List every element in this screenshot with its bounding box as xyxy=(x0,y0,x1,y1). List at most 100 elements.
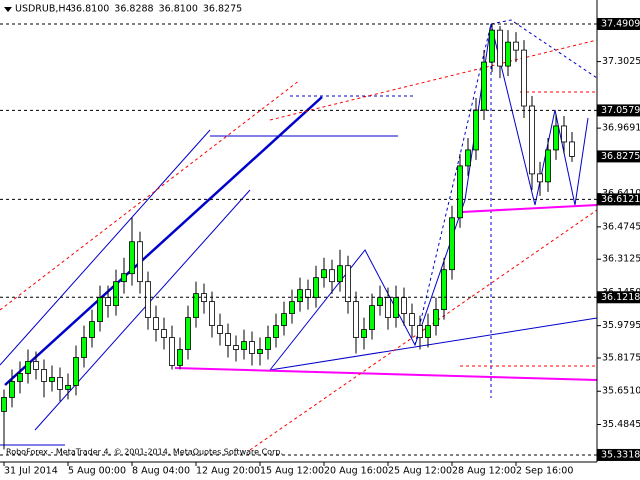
y-tick-label: 35.8175 xyxy=(602,353,640,364)
candle-body xyxy=(473,109,479,151)
y-tick-label: 35.9795 xyxy=(602,320,640,331)
candle-body xyxy=(105,297,111,307)
candle-body xyxy=(497,29,503,67)
candle-body xyxy=(457,165,463,219)
candle-body xyxy=(41,369,47,382)
candle-body xyxy=(337,265,343,283)
candle-body xyxy=(569,141,575,157)
analysis-drawings xyxy=(0,19,598,451)
candle-body xyxy=(401,297,407,314)
menu-icon[interactable] xyxy=(4,7,12,12)
x-tick-label: 15 Aug 12:00 xyxy=(260,466,324,477)
candle-body xyxy=(393,297,399,318)
candle-body xyxy=(537,173,543,183)
candle-body xyxy=(409,313,415,326)
level-label: 36.6121 xyxy=(601,194,640,205)
x-tick-label: 28 Aug 12:00 xyxy=(452,466,516,477)
x-tick-label: 2 Sep 16:00 xyxy=(516,466,573,477)
x-tick-label: 20 Aug 16:00 xyxy=(324,466,388,477)
candle-body xyxy=(297,289,303,303)
candle-body xyxy=(169,337,175,366)
quote-value: 36.8275 xyxy=(203,4,242,15)
candle-body xyxy=(25,361,31,374)
candle-body xyxy=(329,269,335,283)
candle-body xyxy=(193,293,199,318)
candle-body xyxy=(305,289,311,299)
level-label: 35.3318 xyxy=(601,449,640,460)
x-tick-label: 25 Aug 12:00 xyxy=(388,466,452,477)
candle-body xyxy=(161,329,167,338)
x-tick-label: 31 Jul 2014 xyxy=(4,466,58,477)
x-tick-label: 5 Aug 00:00 xyxy=(68,466,126,477)
candle-body xyxy=(345,265,351,303)
candle-body xyxy=(425,325,431,338)
candle-body xyxy=(65,385,71,390)
candle-body xyxy=(177,349,183,366)
candle-body xyxy=(433,309,439,326)
candle-body xyxy=(521,49,527,107)
level-label: 36.1218 xyxy=(601,292,640,303)
last-price-label: 36.8275 xyxy=(601,151,640,162)
candle-body xyxy=(553,125,559,151)
candle-body xyxy=(129,241,135,275)
candle-body xyxy=(233,345,239,350)
y-tick-label: 35.4845 xyxy=(602,419,640,430)
footer: RoboForex - MetaTrader 4, © 2001-2014, M… xyxy=(6,448,283,457)
quote-value: 36.8100 xyxy=(159,4,198,15)
candle-body xyxy=(417,325,423,338)
candle-body xyxy=(273,325,279,338)
last-price-box xyxy=(597,150,640,163)
candle-body xyxy=(49,377,55,382)
candle-body xyxy=(313,277,319,299)
candle-body xyxy=(81,337,87,358)
candle-body xyxy=(529,105,535,175)
level-box xyxy=(597,17,640,30)
candle-body xyxy=(265,337,271,350)
candle-body xyxy=(137,241,143,283)
quote-value: 36.8100 xyxy=(70,4,109,15)
candle-body xyxy=(209,301,215,326)
level-box xyxy=(597,291,640,304)
candle-body xyxy=(561,125,567,143)
level-label: 37.4909 xyxy=(601,18,640,29)
candle-body xyxy=(17,373,23,382)
candle-body xyxy=(289,301,295,314)
y-tick-label: 36.9691 xyxy=(602,123,640,134)
y-tick-label: 36.3125 xyxy=(602,254,640,265)
quote-value: 36.8288 xyxy=(114,4,153,15)
level-box xyxy=(597,448,640,461)
candle-body xyxy=(241,341,247,350)
candle-body xyxy=(97,297,103,322)
candle-body xyxy=(257,349,263,354)
candle-body xyxy=(545,149,551,183)
candle-body xyxy=(153,317,159,330)
candle-body xyxy=(369,305,375,330)
candle-body xyxy=(505,41,511,67)
level-box xyxy=(597,104,640,117)
y-tick-label: 37.3025 xyxy=(602,56,640,67)
candle-body xyxy=(481,61,487,111)
candle-body xyxy=(449,217,455,271)
x-tick-label: 8 Aug 04:00 xyxy=(132,466,190,477)
candle-body xyxy=(113,281,119,307)
candle-body xyxy=(465,149,471,167)
candle-body xyxy=(9,381,15,398)
candle-body xyxy=(513,41,519,51)
candle-body xyxy=(489,29,495,63)
candle-body xyxy=(353,301,359,338)
candle-body xyxy=(281,313,287,326)
candle-body xyxy=(121,273,127,283)
candle-body xyxy=(361,329,367,338)
candle-body xyxy=(185,317,191,350)
candle-body xyxy=(33,361,39,370)
candle-body xyxy=(217,325,223,334)
symbol: USDRUB,H4 xyxy=(15,4,72,15)
candle-body xyxy=(441,269,447,311)
candle-body xyxy=(225,333,231,346)
x-tick-label: 12 Aug 20:00 xyxy=(196,466,260,477)
candle-body xyxy=(145,281,151,318)
candle-body xyxy=(73,357,79,386)
candle-body xyxy=(385,297,391,318)
